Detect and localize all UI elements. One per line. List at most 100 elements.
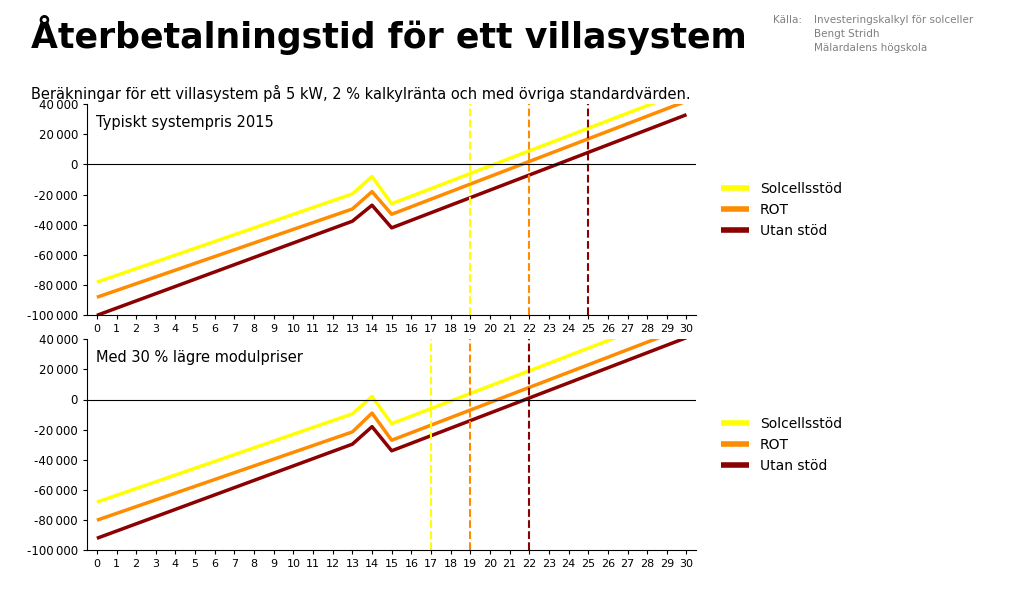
ROT [562, 369, 574, 376]
ROT [111, 510, 123, 517]
Text: Typiskt systempris 2015: Typiskt systempris 2015 [96, 115, 274, 130]
ROT [543, 151, 555, 158]
Utan stöd [680, 111, 692, 118]
ROT [425, 422, 437, 429]
Utan stöd [602, 364, 614, 371]
Solcellsstöd [169, 252, 181, 259]
Solcellsstöd [543, 360, 555, 367]
Legend: Solcellsstöd, ROT, Utan stöd: Solcellsstöd, ROT, Utan stöd [716, 176, 848, 243]
ROT [91, 294, 103, 301]
Utan stöd [366, 202, 378, 209]
Utan stöd [523, 171, 536, 178]
Utan stöd [327, 448, 339, 455]
Solcellsstöd [444, 397, 457, 405]
ROT [288, 226, 300, 233]
ROT [327, 212, 339, 220]
ROT [660, 331, 673, 338]
Utan stöd [307, 232, 319, 239]
ROT [602, 353, 614, 361]
Utan stöd [483, 187, 496, 194]
ROT [385, 437, 397, 444]
Solcellsstöd [307, 204, 319, 211]
Solcellsstöd [444, 177, 457, 184]
Solcellsstöd [543, 140, 555, 147]
Solcellsstöd [327, 197, 339, 204]
ROT [483, 399, 496, 406]
Utan stöd [504, 402, 516, 409]
ROT [267, 233, 280, 240]
Utan stöd [366, 423, 378, 430]
Utan stöd [641, 126, 653, 133]
Utan stöd [248, 477, 260, 484]
Solcellsstöd [91, 499, 103, 506]
ROT [464, 406, 476, 414]
ROT [425, 196, 437, 203]
Text: Återbetalningstid för ett villasystem: Återbetalningstid för ett villasystem [31, 15, 746, 55]
ROT [150, 496, 162, 503]
ROT [189, 483, 202, 490]
Line: ROT: ROT [97, 101, 686, 298]
Solcellsstöd [504, 375, 516, 382]
Line: Solcellsstöd: Solcellsstöd [97, 311, 686, 502]
Utan stöd [543, 387, 555, 394]
Utan stöd [543, 164, 555, 171]
ROT [150, 273, 162, 280]
Solcellsstöd [130, 265, 142, 272]
Solcellsstöd [150, 258, 162, 265]
ROT [602, 128, 614, 135]
Solcellsstöd [307, 424, 319, 431]
Utan stöd [425, 432, 437, 439]
Utan stöd [209, 268, 221, 275]
Solcellsstöd [483, 162, 496, 170]
Solcellsstöd [562, 352, 574, 359]
Utan stöd [248, 254, 260, 261]
Solcellsstöd [523, 367, 536, 374]
Utan stöd [150, 290, 162, 297]
ROT [228, 469, 241, 476]
Utan stöd [562, 380, 574, 387]
Solcellsstöd [483, 383, 496, 390]
Utan stöd [582, 149, 594, 156]
ROT [562, 143, 574, 150]
Utan stöd [406, 217, 418, 224]
ROT [660, 105, 673, 112]
Utan stöd [267, 246, 280, 253]
Solcellsstöd [209, 458, 221, 465]
ROT [680, 98, 692, 105]
ROT [385, 211, 397, 218]
Utan stöd [385, 447, 397, 455]
Solcellsstöd [267, 437, 280, 444]
Solcellsstöd [130, 485, 142, 492]
Solcellsstöd [660, 314, 673, 321]
Utan stöd [91, 535, 103, 542]
Solcellsstöd [366, 393, 378, 400]
ROT [327, 435, 339, 442]
Utan stöd [169, 506, 181, 513]
Solcellsstöd [346, 411, 358, 418]
Solcellsstöd [464, 390, 476, 397]
Solcellsstöd [523, 148, 536, 155]
ROT [504, 165, 516, 173]
Solcellsstöd [406, 412, 418, 419]
ROT [248, 462, 260, 469]
Solcellsstöd [425, 185, 437, 192]
Solcellsstöd [209, 238, 221, 245]
ROT [582, 361, 594, 368]
ROT [444, 414, 457, 421]
Text: Källa:: Källa: [773, 15, 802, 25]
Solcellsstöd [248, 444, 260, 452]
Utan stöd [288, 239, 300, 246]
ROT [444, 188, 457, 195]
ROT [248, 239, 260, 246]
Solcellsstöd [622, 109, 634, 117]
Utan stöd [523, 394, 536, 402]
Utan stöd [622, 356, 634, 364]
Solcellsstöd [641, 322, 653, 329]
Utan stöd [209, 491, 221, 499]
ROT [406, 203, 418, 210]
Solcellsstöd [111, 272, 123, 279]
ROT [130, 280, 142, 287]
ROT [130, 503, 142, 510]
Line: Utan stöd: Utan stöd [97, 115, 686, 315]
Line: Solcellsstöd: Solcellsstöd [97, 90, 686, 282]
